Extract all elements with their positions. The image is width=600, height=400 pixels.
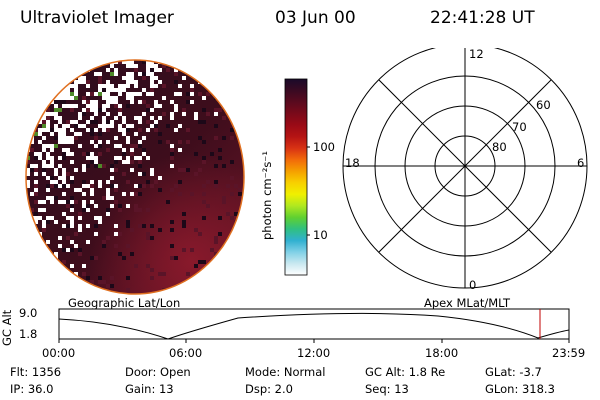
date-label: 03 Jun 00 bbox=[275, 8, 356, 28]
geographic-lat: GLat: -3.7 bbox=[485, 365, 542, 379]
timeline-tick-2359: 23:59 bbox=[552, 346, 586, 360]
colorbar-tick-10: 10 bbox=[313, 228, 328, 242]
geographic-lon: GLon: 318.3 bbox=[485, 382, 555, 396]
timeline-tick-0600: 06:00 bbox=[169, 346, 203, 360]
time-label: 22:41:28 UT bbox=[430, 8, 535, 28]
timeline-axis-title: GC Alt bbox=[0, 309, 14, 346]
mode-status: Mode: Normal bbox=[245, 365, 326, 379]
timeline-tick-0000: 00:00 bbox=[42, 346, 76, 360]
lat-label-60: 60 bbox=[536, 98, 551, 112]
uv-auroral-image bbox=[25, 59, 245, 295]
mlt-label-6: 6 bbox=[577, 156, 585, 170]
altitude-timeline bbox=[58, 308, 570, 343]
mlt-label-0: 0 bbox=[469, 278, 477, 292]
gain-value: Gain: 13 bbox=[125, 382, 174, 396]
colorbar bbox=[284, 78, 310, 276]
colorbar-unit-label: photon cm⁻²s⁻¹ bbox=[260, 151, 274, 240]
app-title: Ultraviolet Imager bbox=[20, 8, 174, 28]
timeline-tick-1200: 12:00 bbox=[297, 346, 331, 360]
colorbar-tick-100: 100 bbox=[313, 140, 335, 154]
apex-label: Apex MLat/MLT bbox=[424, 296, 511, 310]
timeline-ymin: 1.8 bbox=[19, 327, 38, 341]
door-status: Door: Open bbox=[125, 365, 191, 379]
sequence-number: Seq: 13 bbox=[365, 382, 409, 396]
geographic-label: Geographic Lat/Lon bbox=[68, 296, 181, 310]
lat-label-80: 80 bbox=[492, 140, 507, 154]
polar-mlt-plot bbox=[342, 48, 588, 289]
timeline-ymax: 9.0 bbox=[19, 306, 38, 320]
dsp-value: Dsp: 2.0 bbox=[245, 382, 293, 396]
gc-altitude: GC Alt: 1.8 Re bbox=[365, 365, 446, 379]
lat-label-70: 70 bbox=[512, 120, 527, 134]
flight-number: Flt: 1356 bbox=[10, 365, 62, 379]
mlt-label-18: 18 bbox=[345, 156, 360, 170]
timeline-tick-1800: 18:00 bbox=[425, 346, 459, 360]
ip-value: IP: 36.0 bbox=[10, 382, 54, 396]
mlt-label-12: 12 bbox=[469, 47, 484, 61]
